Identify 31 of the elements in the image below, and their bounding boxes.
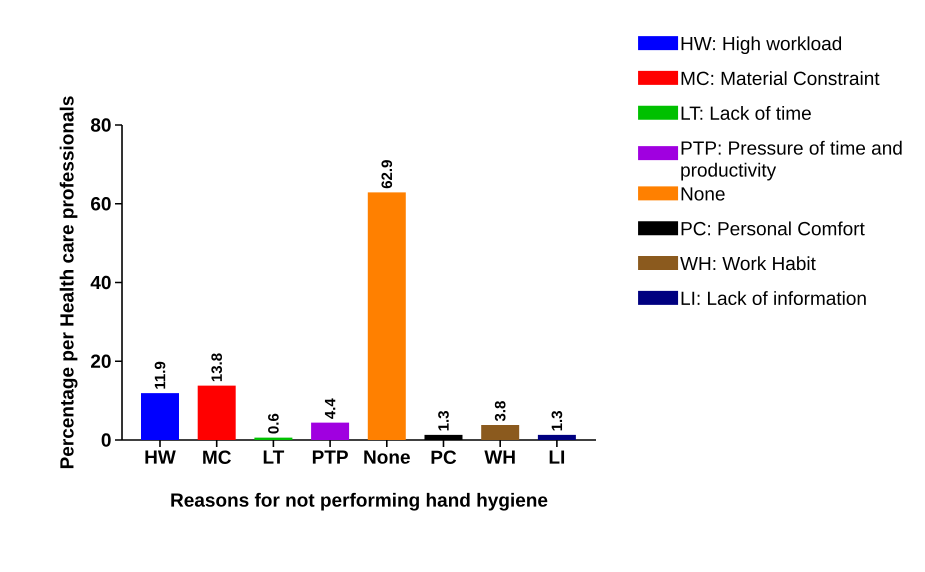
legend-label: PTP: Pressure of time and productivity	[681, 140, 902, 180]
x-tick-label: HW	[145, 450, 176, 464]
x-axis-title: Reasons for not performing hand hygiene	[171, 492, 548, 511]
x-tick-label: LT	[264, 450, 284, 464]
data-label: 1.3	[552, 411, 562, 430]
y-tick-label: 80	[90, 118, 111, 132]
legend-label: HW: High workload	[682, 36, 842, 54]
data-label: 3.8	[494, 401, 506, 422]
x-tick-label: PC	[432, 450, 456, 464]
y-axis-title: Percentage per Health care professionals	[60, 96, 78, 468]
data-label: 0.6	[268, 414, 279, 434]
legend-label: PC: Personal Comfort	[682, 221, 865, 236]
data-label: 1.3	[438, 411, 449, 430]
legend-label: None	[682, 187, 725, 201]
legend-label: WH: Work Habit	[680, 256, 816, 270]
x-tick-label: LI	[550, 450, 564, 464]
legend-label: LI: Lack of information	[682, 291, 866, 306]
data-label: 62.9	[381, 160, 392, 188]
x-tick-label: PTP	[312, 450, 348, 464]
data-label: 4.4	[324, 398, 336, 419]
x-tick-label: WH	[484, 450, 515, 464]
y-tick-label: 0	[102, 433, 111, 447]
legend-label: MC: Material Constraint	[682, 71, 880, 86]
data-label: 11.9	[154, 362, 166, 389]
y-tick-label: 60	[91, 197, 111, 210]
y-tick-label: 40	[90, 276, 111, 290]
data-label: 13.8	[211, 353, 222, 382]
x-tick-label: MC	[203, 450, 231, 464]
x-tick-label: None	[364, 450, 410, 464]
legend-label: LT: Lack of time	[682, 106, 811, 120]
y-tick-label: 20	[91, 354, 111, 368]
